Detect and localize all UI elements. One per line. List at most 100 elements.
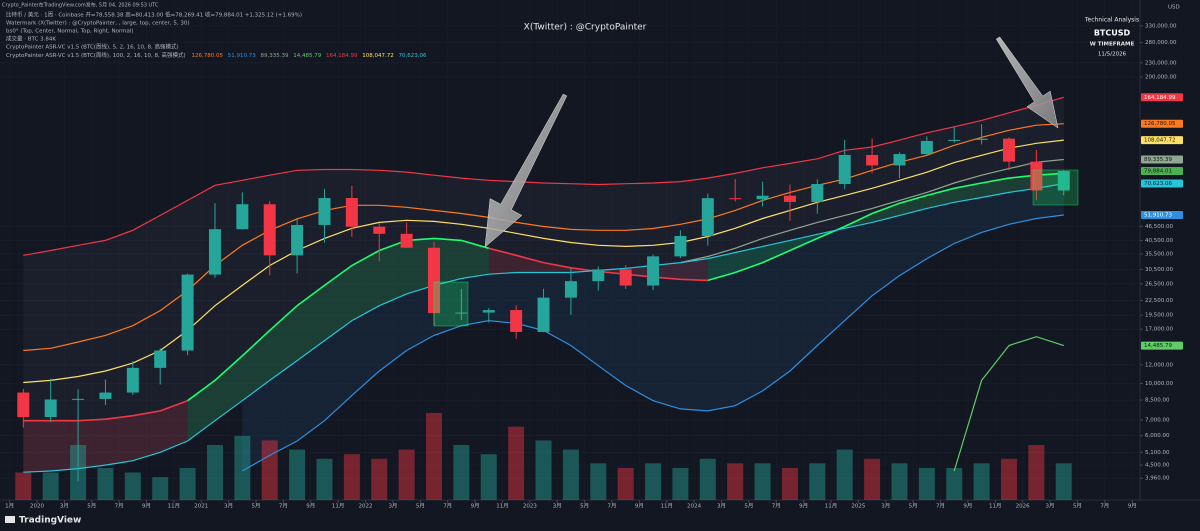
volume-bar (398, 449, 415, 500)
x-tick-label: 3月 (881, 503, 890, 510)
band-line (187, 237, 490, 402)
y-tick-label: 5,100.00 (1145, 450, 1170, 456)
candle-body (318, 198, 331, 225)
candle-body (345, 198, 358, 227)
volume-bar (1000, 458, 1017, 500)
volume-bar (179, 467, 196, 500)
x-tick-label: 9月 (142, 503, 151, 510)
y-tick-label: 6,000.00 (1145, 433, 1170, 439)
volume-bar (645, 463, 662, 500)
candle-body (208, 229, 221, 275)
volume-bar (590, 463, 607, 500)
price-tag-label: 79,884.01 (1144, 168, 1172, 174)
x-tick-label: 2024 (687, 504, 701, 510)
zone-fill (242, 183, 1064, 471)
band-line (23, 139, 1064, 384)
volume-bar (289, 449, 306, 500)
candle-body (428, 247, 441, 314)
candle-body (373, 226, 386, 234)
x-tick-label: 9月 (799, 503, 808, 510)
header-line: bs0° (Top, Center, Normal, Top, Right, N… (6, 29, 134, 35)
x-tick-label: 7月 (1100, 503, 1109, 510)
y-tick-label: 10,000.00 (1145, 381, 1173, 387)
candle-body (783, 195, 796, 202)
x-tick-label: 2023 (523, 504, 537, 510)
candle-body (674, 235, 687, 257)
candle-body (975, 138, 988, 140)
volume-bar (973, 463, 990, 500)
y-tick-label: 330,000.00 (1145, 23, 1177, 29)
x-tick-label: 7月 (279, 503, 288, 510)
candle-body (701, 198, 714, 236)
x-tick-label: 2022 (359, 504, 373, 510)
x-tick-label: 2021 (194, 504, 208, 510)
y-tick-label: 17,000.00 (1145, 327, 1173, 333)
candle-body (564, 281, 577, 298)
y-tick-label: 230,000.00 (1145, 60, 1177, 66)
topbar: Crypto_Painter在TradingView.com发布, 5月 04,… (2, 2, 159, 9)
candle-body (729, 198, 742, 200)
candle-body (920, 140, 933, 155)
y-tick-label: 22,500.00 (1145, 298, 1173, 304)
volume-bar (124, 472, 141, 500)
x-tick-label: 7月 (443, 503, 452, 510)
candle-body (948, 139, 961, 141)
volume-bar (152, 477, 169, 500)
candle-body (455, 312, 468, 314)
candle-body (482, 310, 495, 313)
volume-bar (206, 445, 223, 500)
header-line: CryptoPainter ASR-VC v1.5 (BTC(周线), 5, 2… (6, 43, 179, 51)
volume-bar (535, 440, 552, 500)
indicator-value: 89,335.39 (260, 53, 288, 59)
x-tick-label: 3月 (60, 503, 69, 510)
candle-body (866, 154, 879, 166)
indicator-value: 70,623.06 (398, 53, 426, 59)
header-line: CryptoPainter ASR-VC v1.5 (BTC(周线), 100,… (6, 51, 427, 59)
zone-fill (187, 238, 489, 441)
volume-bar (343, 454, 360, 500)
price-tag-label: 164,184.99 (1144, 95, 1176, 101)
x-tick-label: 9月 (1128, 503, 1137, 510)
indicator-value: 164,184.99 (326, 53, 358, 59)
candle-body (17, 392, 30, 418)
x-tick-label: 9月 (306, 503, 315, 510)
candle-body (1057, 170, 1070, 191)
price-tag-label: 126,780.05 (1144, 121, 1176, 127)
candle-body (756, 195, 769, 200)
candle-body (893, 154, 906, 166)
volume-bar (864, 458, 881, 500)
candle-body (263, 204, 276, 256)
volume-bar (809, 463, 826, 500)
candle-body (44, 399, 57, 418)
x-tick-label: 5月 (580, 503, 589, 510)
volume-bar (453, 445, 470, 500)
indicator-value: 108,047.72 (362, 53, 394, 59)
candle-body (236, 204, 249, 230)
band-line (707, 172, 1064, 282)
candle-body (592, 269, 605, 282)
y-tick-label: 8,500.00 (1145, 398, 1170, 404)
candle-body (99, 392, 112, 399)
price-tag (1141, 136, 1183, 145)
y-tick-label: 46,500.00 (1145, 224, 1173, 230)
volume-bar (15, 472, 32, 500)
volume-bar (480, 454, 497, 500)
indicator-value: 126,780.05 (191, 53, 223, 59)
x-tick-label: 7月 (936, 503, 945, 510)
y-tick-label: 19,500.00 (1145, 313, 1173, 319)
x-tick-label: 5月 (252, 503, 261, 510)
volume-bar (946, 467, 963, 500)
volume-bar (316, 458, 333, 500)
y-tick-label: 7,000.00 (1145, 417, 1170, 423)
candle-body (154, 350, 167, 368)
x-tick-label: 9月 (635, 503, 644, 510)
price-tag (1141, 211, 1183, 220)
volume-bar (754, 463, 771, 500)
x-tick-label: 5月 (416, 503, 425, 510)
candle-body (537, 297, 550, 332)
volume-bar (836, 449, 853, 500)
info-box-line: 11/5/2026 (1098, 52, 1127, 58)
info-box-line: Technical Analysis (1084, 17, 1139, 24)
